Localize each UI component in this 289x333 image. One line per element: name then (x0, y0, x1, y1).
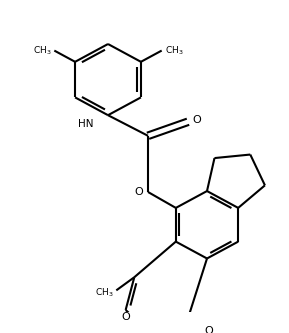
Text: O: O (134, 187, 143, 197)
Text: CH$_3$: CH$_3$ (33, 44, 51, 57)
Text: CH$_3$: CH$_3$ (95, 287, 113, 299)
Text: O: O (192, 115, 201, 125)
Text: CH$_3$: CH$_3$ (165, 44, 183, 57)
Text: HN: HN (79, 119, 94, 129)
Text: O: O (121, 312, 130, 322)
Text: O: O (204, 326, 213, 333)
